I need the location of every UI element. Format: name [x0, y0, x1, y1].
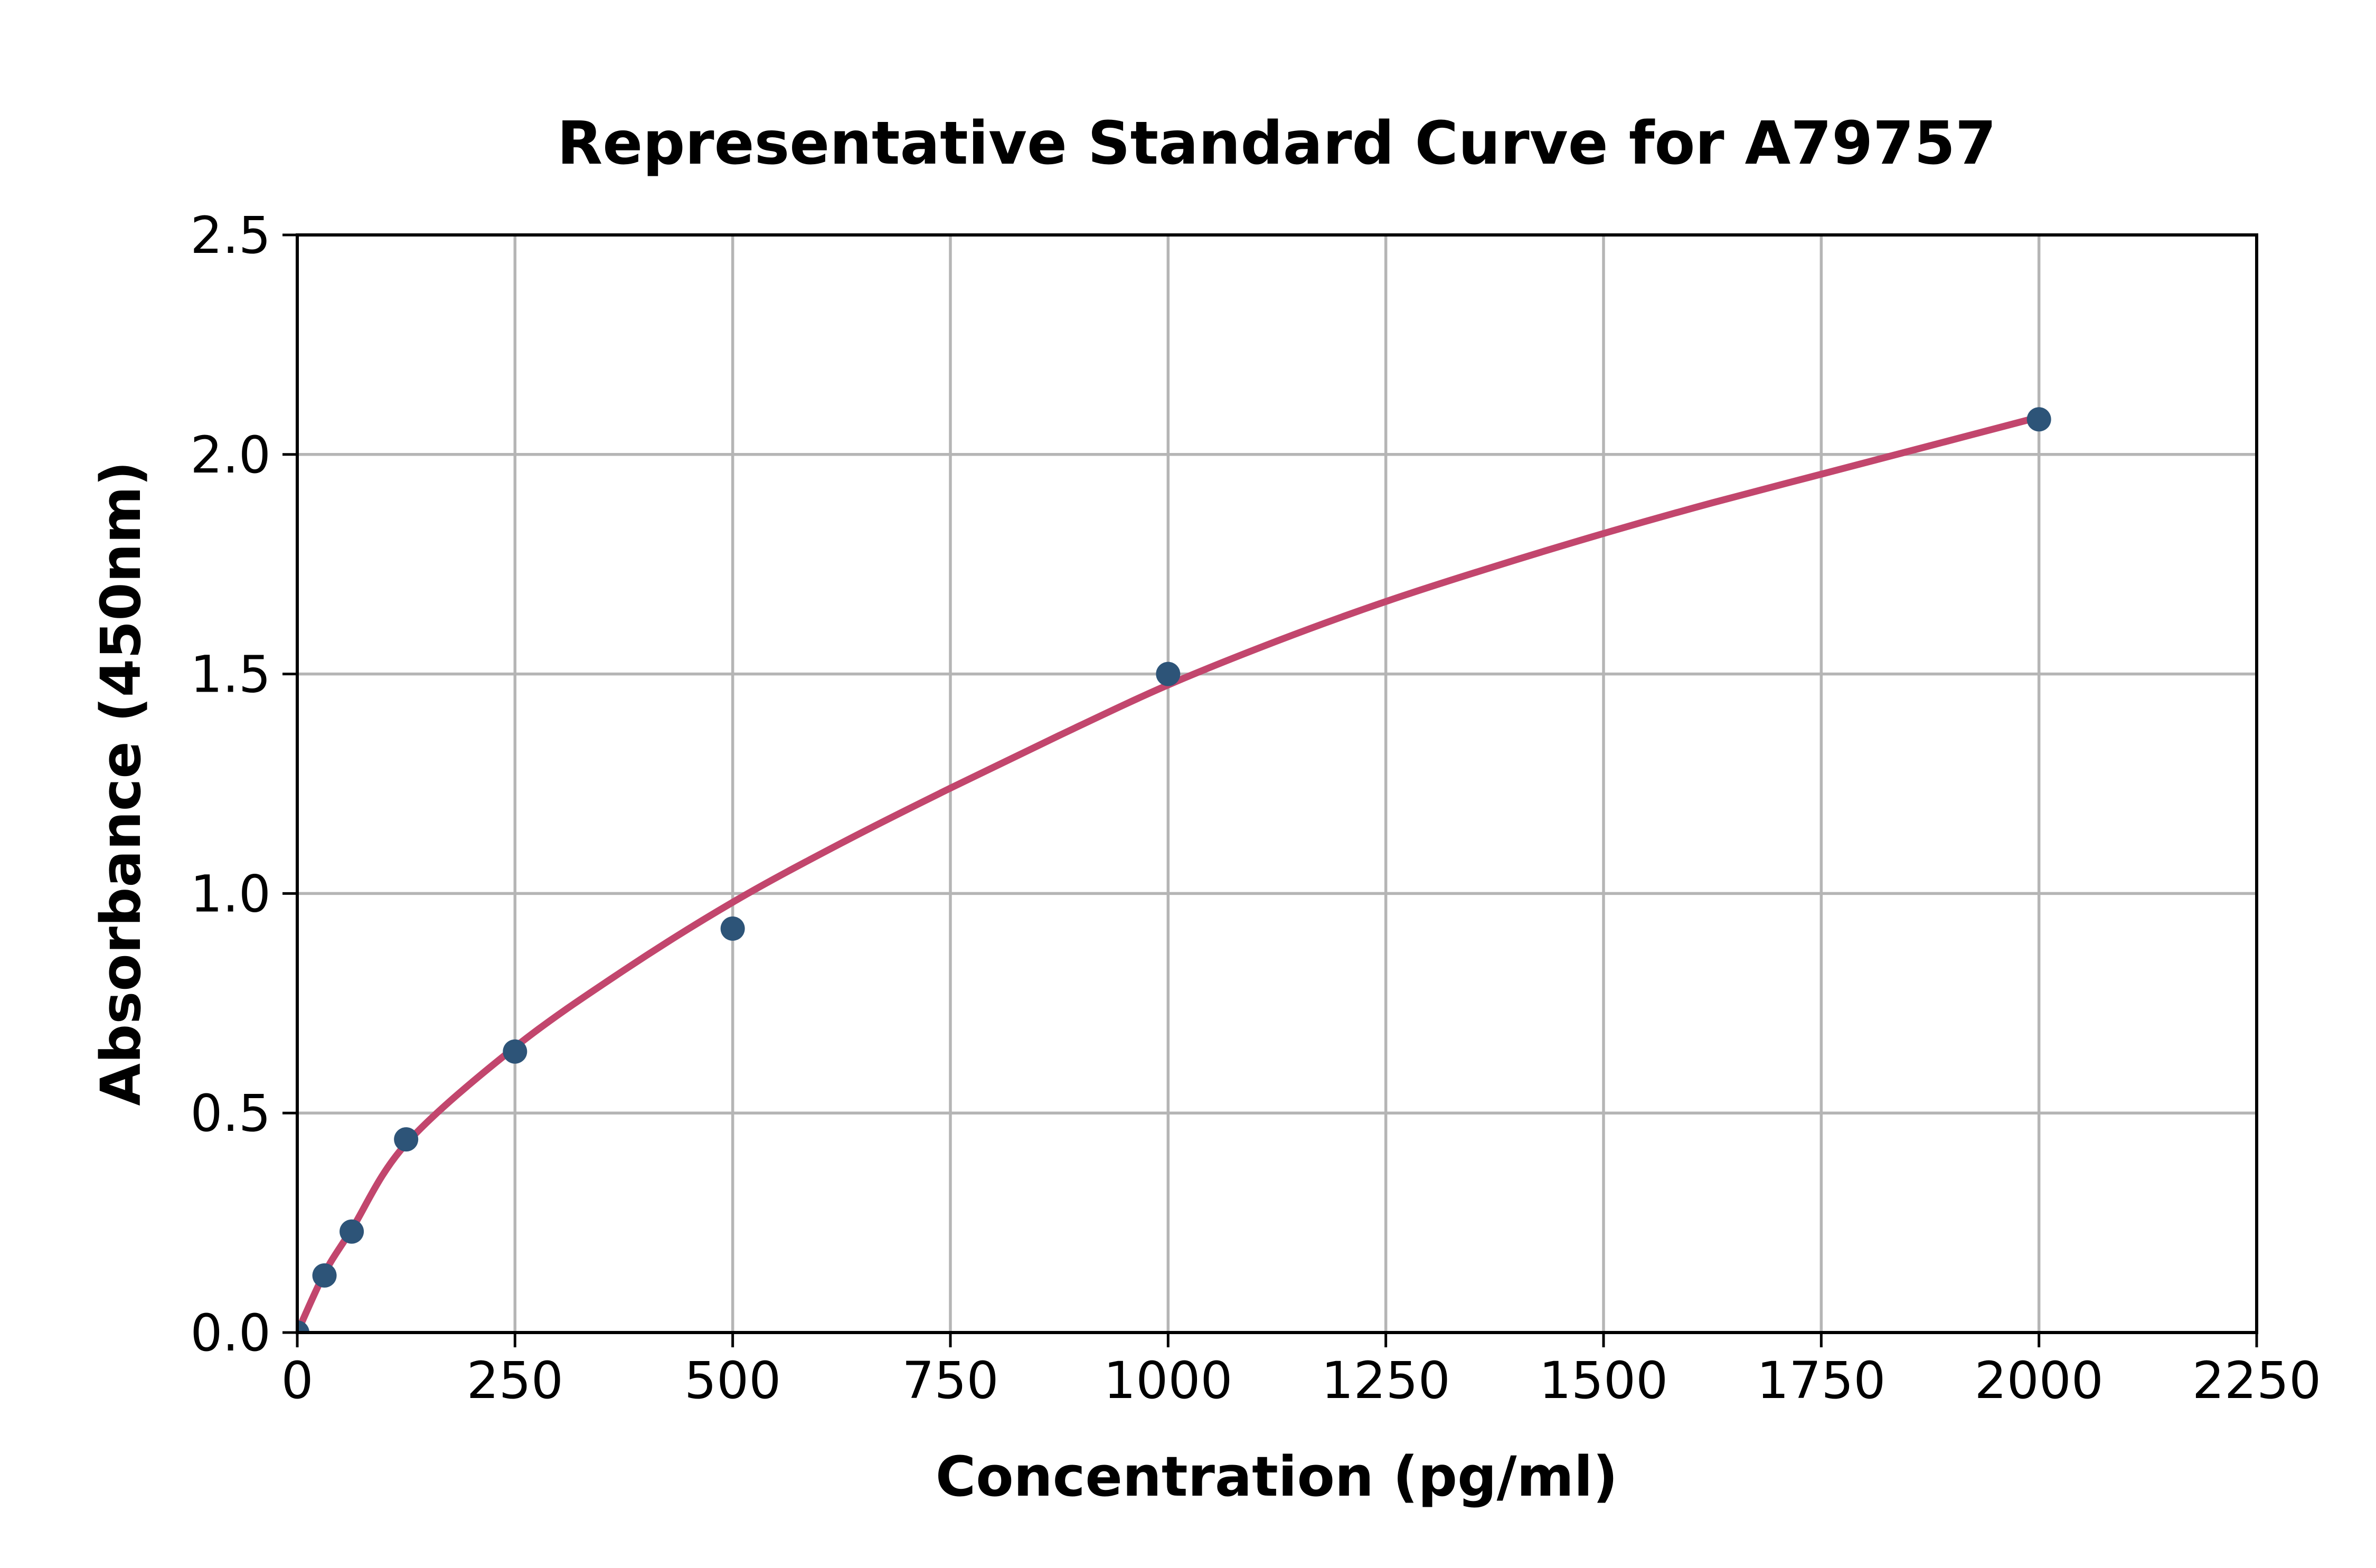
data-point: [340, 1219, 364, 1244]
x-tick-label: 500: [684, 1351, 781, 1410]
y-tick-label: 2.5: [190, 206, 271, 265]
data-point: [2026, 407, 2051, 432]
x-tick-label: 1500: [1539, 1351, 1668, 1410]
y-tick-label: 0.5: [190, 1084, 271, 1143]
x-tick-label: 1750: [1757, 1351, 1885, 1410]
x-tick-label: 250: [467, 1351, 563, 1410]
data-point: [720, 916, 745, 941]
data-point: [312, 1263, 337, 1288]
x-tick-label: 0: [281, 1351, 313, 1410]
x-tick-label: 2250: [2192, 1351, 2321, 1410]
x-axis-label: Concentration (pg/ml): [936, 1444, 1618, 1509]
data-point: [297, 1320, 309, 1333]
data-point: [503, 1039, 527, 1064]
x-tick-labels: 0 250 500 750 1000 1250 1500 1750 2000 2250: [281, 1351, 2321, 1410]
chart-title: Representative Standard Curve for A79757: [557, 109, 1996, 178]
y-tick-label: 0.0: [190, 1303, 271, 1363]
plot-frame: [296, 233, 2258, 1334]
x-tick-label: 750: [902, 1351, 998, 1410]
data-points: [297, 407, 2051, 1333]
x-tick-label: 2000: [1975, 1351, 2104, 1410]
x-tick-label: 1250: [1322, 1351, 1450, 1410]
data-layer: [297, 407, 2051, 1333]
data-point: [394, 1127, 419, 1152]
y-tick-label: 2.0: [190, 426, 271, 485]
gridlines: [296, 233, 2258, 1334]
y-tick-label: 1.0: [190, 864, 271, 923]
x-tick-label: 1000: [1104, 1351, 1232, 1410]
data-point: [1156, 662, 1181, 686]
fit-curve-line: [297, 413, 2043, 1333]
y-tick-label: 1.5: [190, 645, 271, 704]
axis-ticks: [282, 233, 2258, 1347]
y-tick-labels: 0.0 0.5 1.0 1.5 2.0 2.5: [190, 206, 271, 1363]
y-axis-label: Absorbance (450nm): [89, 461, 153, 1106]
